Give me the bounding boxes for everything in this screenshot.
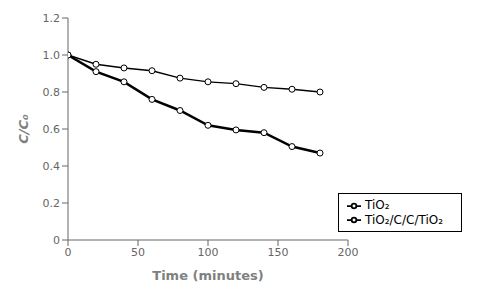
svg-text:100: 100	[198, 246, 219, 259]
svg-text:150: 150	[268, 246, 289, 259]
html-text:TiO₂: TiO₂	[365, 198, 390, 212]
svg-text:0: 0	[53, 234, 60, 247]
svg-text:1.2: 1.2	[43, 12, 61, 25]
svg-text:0.4: 0.4	[43, 160, 61, 173]
html-text:TiO₂/C/C/TiO₂: TiO₂/C/C/TiO₂	[365, 212, 443, 227]
svg-text:C/C₀: C/C₀	[16, 114, 31, 144]
svg-text:0.8: 0.8	[43, 86, 61, 99]
svg-text:200: 200	[338, 246, 359, 259]
svg-text:Time (minutes): Time (minutes)	[152, 268, 263, 283]
svg-text:0.2: 0.2	[43, 197, 61, 210]
svg-text:1.0: 1.0	[43, 49, 61, 62]
svg-text:50: 50	[131, 246, 145, 259]
svg-text:0: 0	[65, 246, 72, 259]
svg-text:0.6: 0.6	[43, 123, 61, 136]
